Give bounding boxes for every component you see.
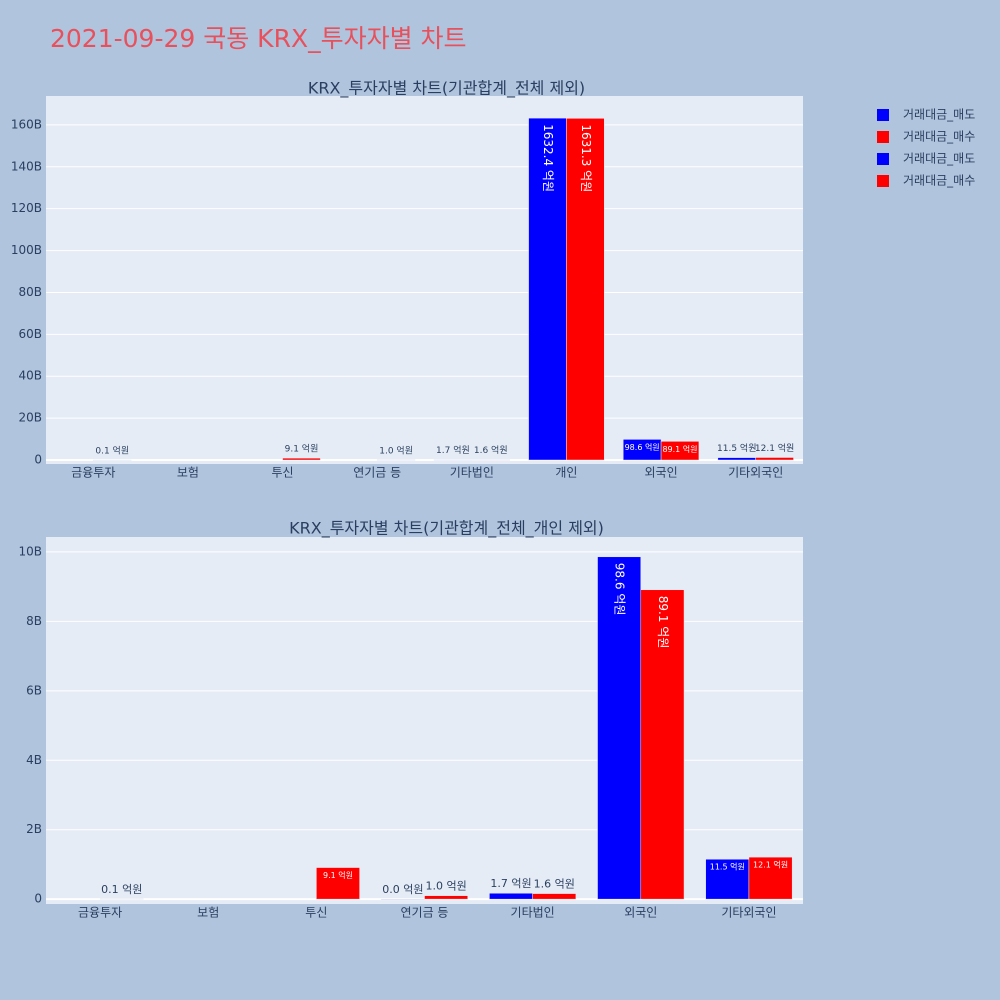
y-tick-label: 80B: [18, 285, 42, 299]
legend-label: 거래대금_매도: [903, 152, 975, 166]
bar: [532, 893, 577, 900]
y-tick-label: 0: [34, 892, 42, 906]
value-label: 0.1 억원: [101, 883, 142, 896]
value-label: 12.1 억원: [755, 442, 794, 454]
y-tick-label: 6B: [26, 683, 42, 697]
value-label: 11.5 억원: [717, 442, 756, 454]
bar: [316, 867, 360, 900]
value-label: 1.7 억원: [490, 877, 531, 890]
value-label: 1632.4 억원: [541, 124, 555, 192]
bar: [433, 459, 473, 461]
legend-swatch: [877, 131, 889, 143]
x-tick-label: 금융투자: [78, 906, 122, 920]
bar: [748, 856, 793, 900]
value-label: 9.1 억원: [323, 870, 353, 880]
y-tick-label: 100B: [11, 243, 42, 257]
value-label: 0.0 억원: [382, 883, 423, 896]
bar: [597, 556, 642, 900]
legend-label: 거래대금_매수: [903, 174, 975, 188]
bar: [755, 457, 794, 461]
y-tick-label: 4B: [26, 753, 42, 767]
x-tick-label: 보험: [197, 906, 219, 920]
x-tick-label: 연기금 등: [401, 906, 449, 920]
value-label: 89.1 억원: [656, 596, 670, 649]
x-tick-label: 연기금 등: [353, 466, 401, 480]
bar: [471, 459, 510, 461]
y-tick-label: 160B: [11, 117, 42, 131]
value-label: 98.6 억원: [625, 442, 660, 452]
x-tick-label: 외국인: [645, 466, 678, 480]
bar: [660, 441, 700, 461]
bar: [566, 118, 605, 461]
bar: [376, 459, 416, 461]
y-tick-label: 8B: [26, 614, 42, 628]
legend-label: 거래대금_매도: [903, 108, 975, 122]
bar: [640, 589, 685, 900]
value-label: 1631.3 억원: [579, 124, 593, 192]
y-tick-label: 20B: [18, 411, 42, 425]
value-label: 11.5 억원: [710, 862, 745, 872]
chart-title: KRX_투자자별 차트(기관합계_전체 제외): [308, 79, 585, 99]
x-tick-label: 투신: [272, 466, 294, 480]
value-label: 1.6 억원: [474, 444, 508, 456]
value-label: 0.1 억원: [95, 444, 129, 456]
legend-swatch: [877, 153, 889, 165]
value-label: 9.1 억원: [285, 443, 319, 455]
y-tick-label: 2B: [26, 822, 42, 836]
y-tick-label: 0: [34, 453, 42, 467]
value-label: 1.7 억원: [436, 444, 470, 456]
legend-swatch: [877, 109, 889, 121]
x-tick-label: 개인: [555, 466, 577, 480]
x-tick-label: 기타외국인: [728, 466, 783, 480]
y-tick-label: 120B: [11, 201, 42, 215]
x-tick-label: 투신: [305, 906, 327, 920]
y-tick-label: 140B: [11, 159, 42, 173]
plot-area: [46, 537, 803, 904]
plot-area: [46, 96, 803, 464]
bar: [528, 117, 567, 461]
x-tick-label: 기타외국인: [721, 906, 776, 920]
x-tick-label: 금융투자: [71, 466, 115, 480]
bar: [424, 895, 469, 900]
bar: [99, 898, 144, 900]
y-tick-label: 10B: [18, 544, 42, 558]
x-tick-label: 외국인: [624, 906, 657, 920]
x-tick-label: 기타법인: [511, 906, 555, 920]
page-title: 2021-09-29 국동 KRX_투자자별 차트: [50, 24, 467, 53]
x-tick-label: 기타법인: [450, 466, 494, 480]
bar: [380, 898, 425, 900]
bar: [282, 457, 321, 461]
value-label: 1.0 억원: [379, 444, 413, 456]
bar: [705, 858, 750, 900]
value-label: 1.0 억원: [426, 880, 467, 893]
value-label: 98.6 억원: [613, 563, 627, 616]
value-label: 1.6 억원: [534, 878, 575, 891]
legend-label: 거래대금_매수: [903, 130, 975, 144]
legend-swatch: [877, 175, 889, 187]
value-label: 12.1 억원: [753, 860, 788, 870]
y-tick-label: 60B: [18, 327, 42, 341]
chart-title: KRX_투자자별 차트(기관합계_전체_개인 제외): [289, 519, 604, 539]
bar: [93, 459, 132, 461]
y-tick-label: 40B: [18, 369, 42, 383]
bar: [489, 892, 533, 900]
value-label: 89.1 억원: [662, 444, 697, 454]
bar: [717, 457, 756, 461]
x-tick-label: 보험: [177, 466, 199, 480]
